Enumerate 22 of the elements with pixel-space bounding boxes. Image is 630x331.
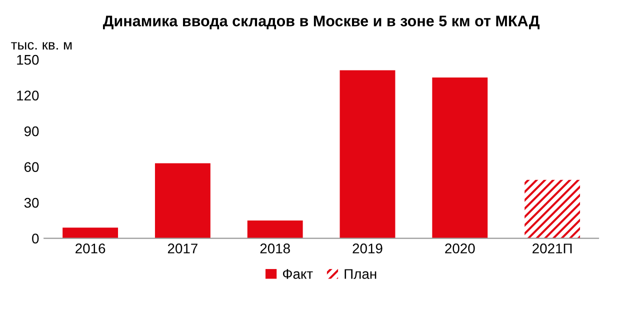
- bar: [154, 163, 210, 238]
- legend-label: План: [344, 269, 376, 279]
- x-tick-label: 2017: [168, 244, 198, 254]
- x-tick-label: 2016: [76, 244, 106, 254]
- bar: [432, 77, 488, 238]
- chart-title: Динамика ввода складов в Москве и в зоне 5 км от МКАД: [102, 16, 540, 30]
- y-tick-label: 30: [24, 198, 39, 208]
- bar: [340, 70, 396, 238]
- x-tick-label: 2020: [445, 244, 475, 254]
- y-tick-label: 0: [32, 234, 39, 244]
- legend-label: Факт: [282, 269, 313, 279]
- y-tick-label: 120: [17, 90, 39, 100]
- y-tick-label: 60: [24, 162, 39, 172]
- bar: [62, 228, 118, 238]
- x-tick-label: 2021П: [532, 244, 572, 254]
- bar: [524, 180, 580, 238]
- x-tick-label: 2018: [260, 244, 290, 254]
- x-tick-label: 2019: [352, 244, 382, 254]
- y-tick-label: 90: [24, 126, 39, 136]
- y-axis-title: тыс. кв. м: [11, 42, 72, 50]
- y-tick-label: 150: [17, 54, 39, 65]
- bar: [247, 220, 303, 238]
